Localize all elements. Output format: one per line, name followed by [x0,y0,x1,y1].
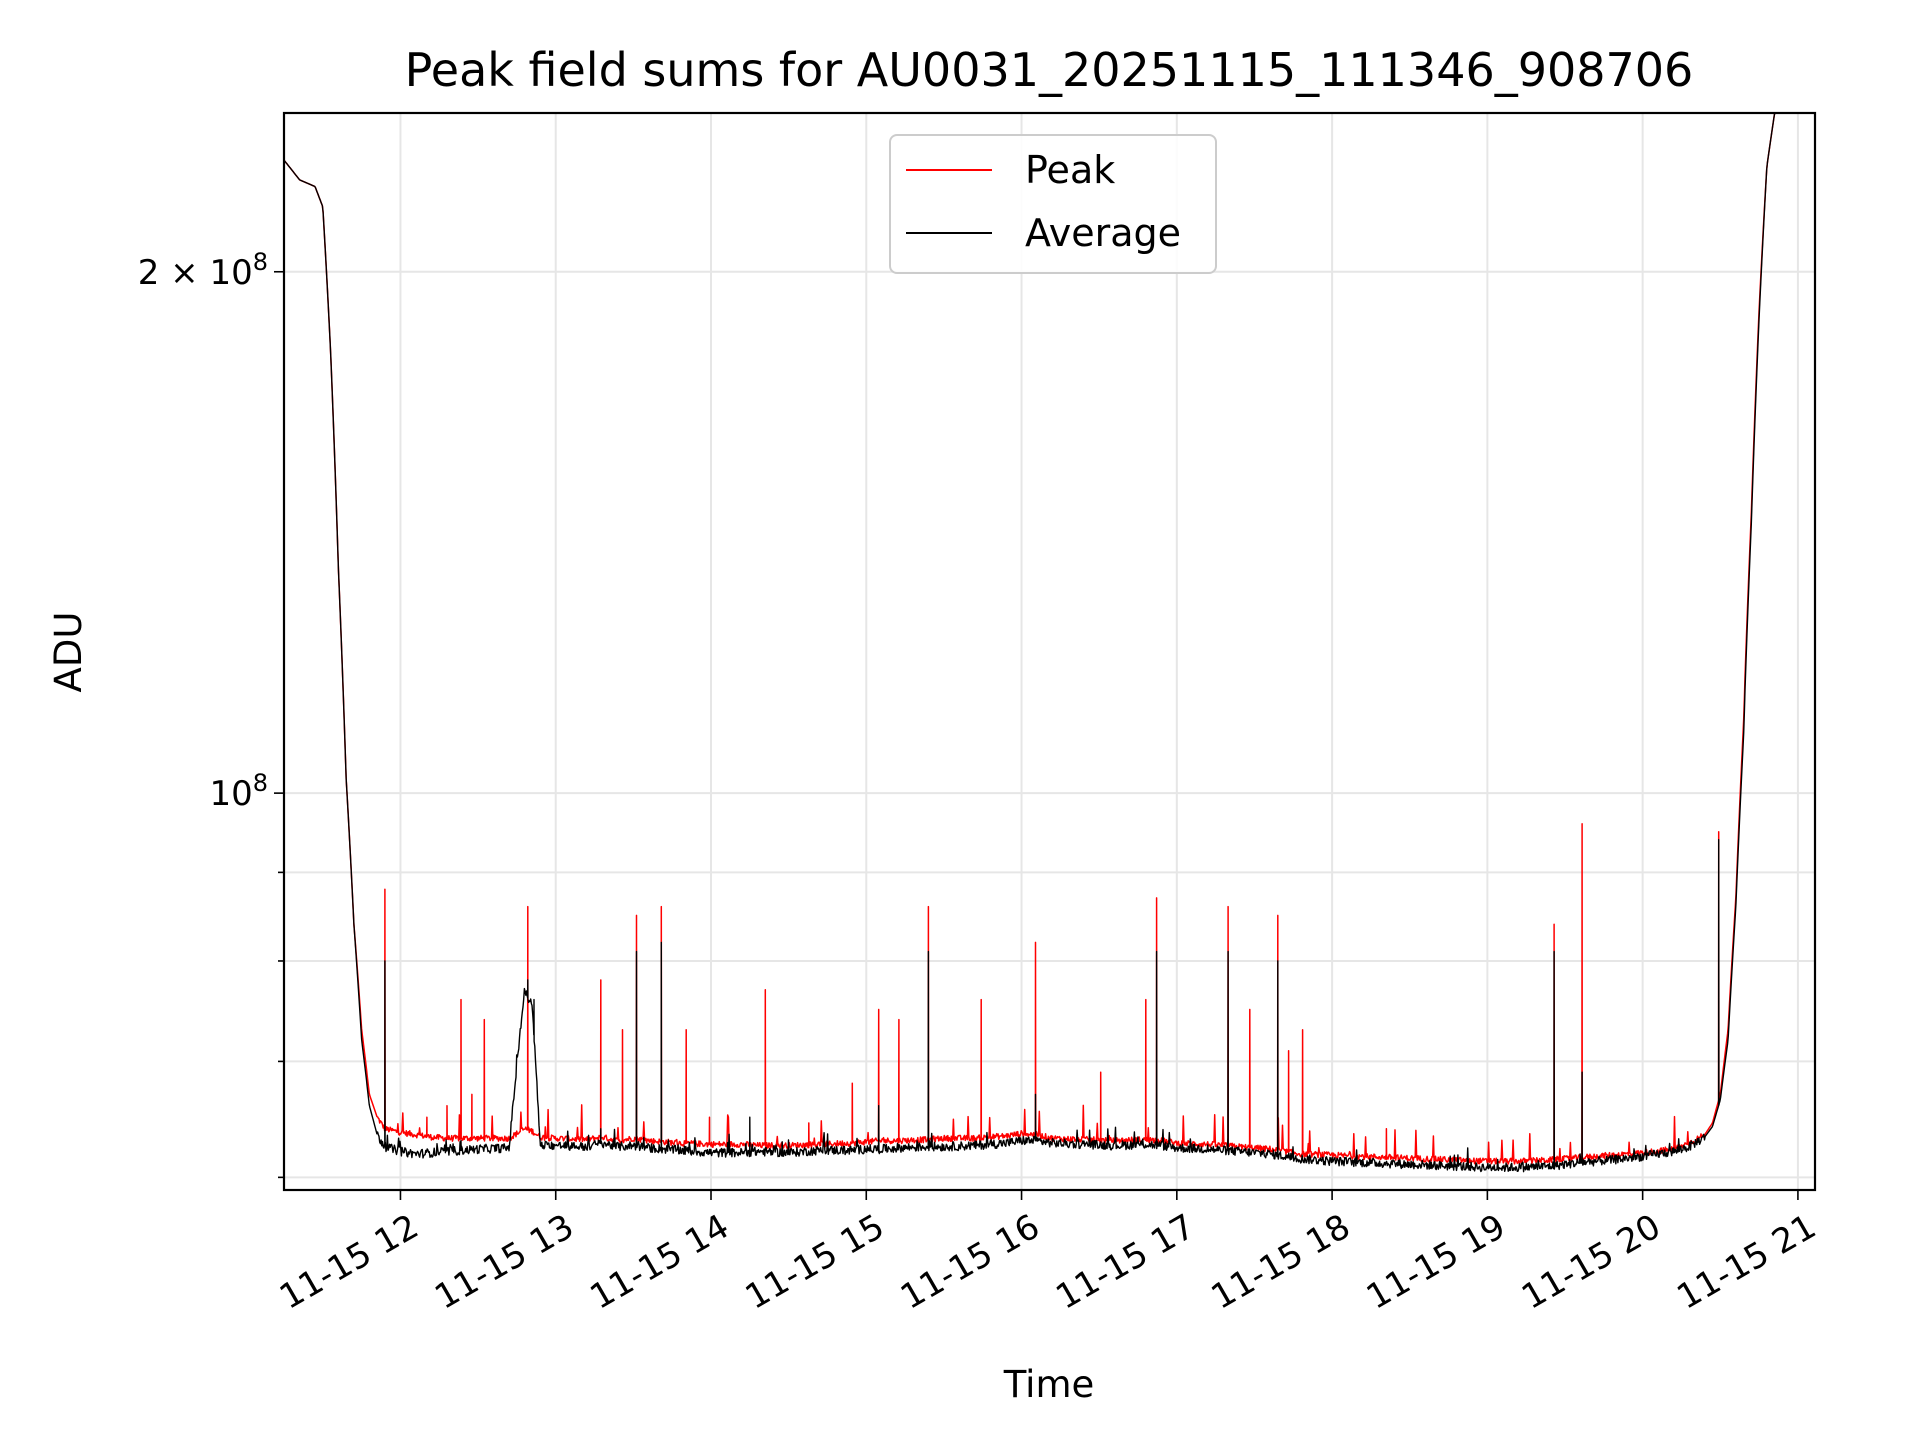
y-tick-label: 108 [209,769,268,814]
plot-lines [284,113,1790,1173]
legend: Peak Average [889,134,1217,274]
plot-area-frame [282,111,1817,1192]
y-tick-label: 2 × 108 [138,248,268,293]
series-line-average [284,113,1790,1173]
series-line-peak [284,113,1790,1165]
x-axis-title: Time [1003,1363,1095,1406]
legend-label-average: Average [1025,211,1181,255]
grid [284,113,1815,1190]
legend-label-peak: Peak [1025,148,1115,192]
y-axis-title: ADU [47,612,90,693]
chart-title: Peak field sums for AU0031_20251115_1113… [405,43,1694,97]
